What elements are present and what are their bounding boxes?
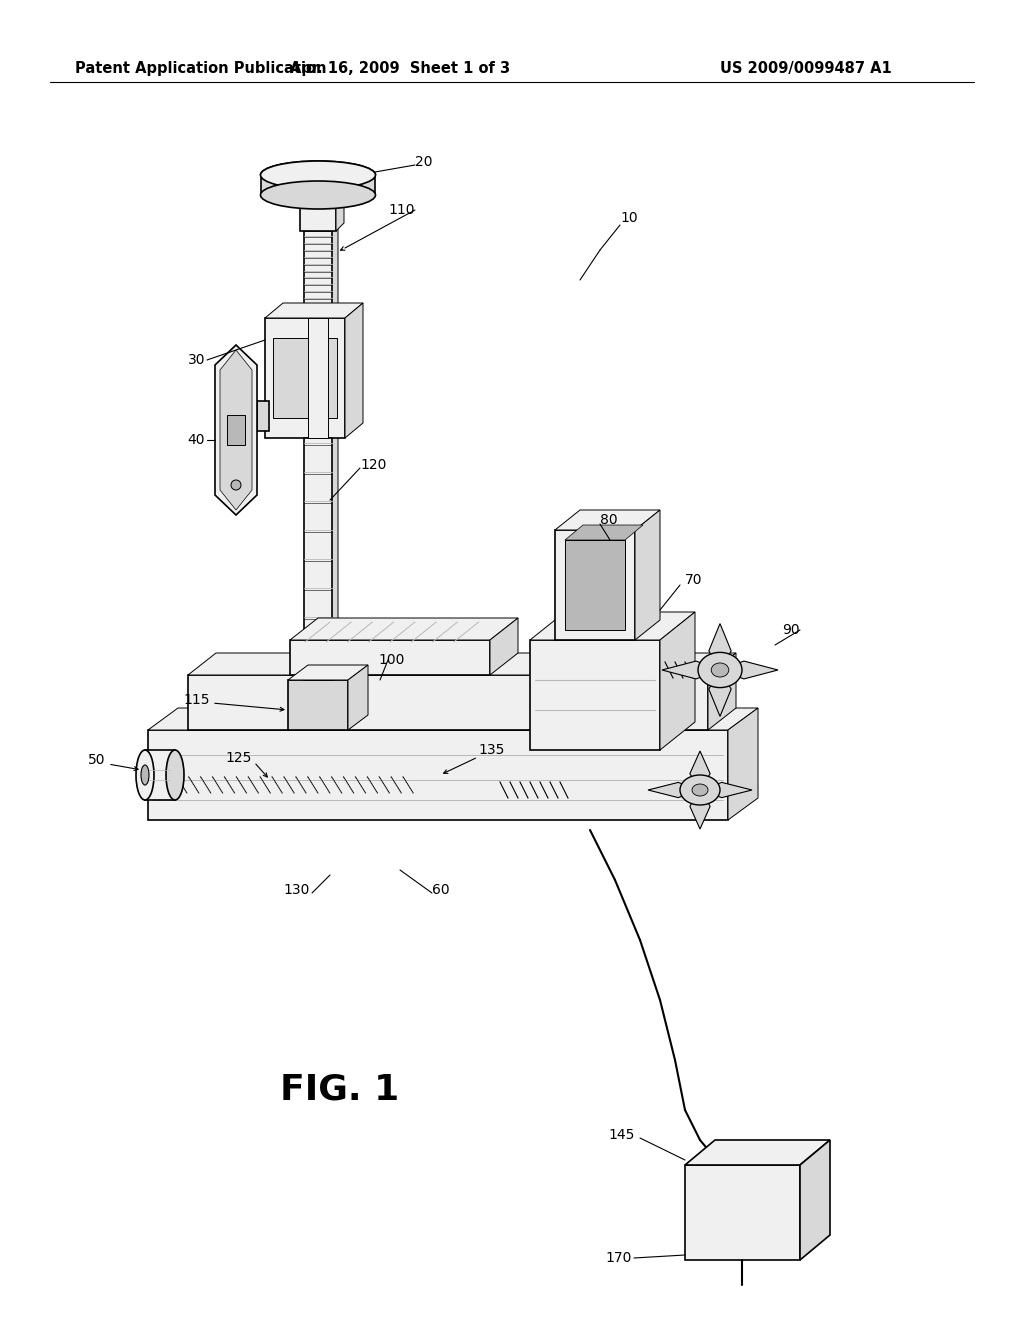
Text: 60: 60 [432, 883, 450, 898]
Text: Patent Application Publication: Patent Application Publication [75, 61, 327, 75]
Polygon shape [635, 510, 660, 640]
Bar [308, 318, 328, 438]
Polygon shape [336, 195, 344, 231]
Text: 110: 110 [388, 203, 415, 216]
Polygon shape [215, 345, 257, 515]
Bar [288, 680, 348, 730]
Polygon shape [662, 661, 720, 678]
Bar [565, 540, 625, 630]
Ellipse shape [698, 652, 742, 688]
Polygon shape [728, 708, 758, 820]
Polygon shape [648, 783, 700, 797]
Ellipse shape [260, 181, 376, 209]
Polygon shape [290, 618, 518, 640]
Text: 130: 130 [284, 883, 310, 898]
Bar [304, 231, 332, 310]
Bar [265, 318, 345, 438]
Text: 120: 120 [360, 458, 386, 473]
Ellipse shape [141, 766, 150, 785]
Polygon shape [348, 665, 368, 730]
Bar [257, 401, 269, 432]
Ellipse shape [692, 784, 708, 796]
Bar [148, 730, 728, 820]
Text: 20: 20 [415, 154, 432, 169]
Text: 30: 30 [187, 352, 205, 367]
Polygon shape [288, 665, 368, 680]
Bar [227, 414, 245, 445]
Text: FIG. 1: FIG. 1 [281, 1073, 399, 1107]
Polygon shape [188, 653, 736, 675]
Text: 70: 70 [685, 573, 702, 587]
Bar [530, 640, 660, 750]
Polygon shape [800, 1140, 830, 1261]
Polygon shape [555, 510, 660, 531]
Polygon shape [720, 661, 778, 678]
Bar [145, 750, 175, 800]
Polygon shape [660, 612, 695, 750]
Ellipse shape [712, 663, 729, 677]
Polygon shape [565, 525, 643, 540]
Polygon shape [690, 751, 710, 789]
Ellipse shape [231, 480, 241, 490]
Text: 80: 80 [600, 513, 617, 527]
Polygon shape [148, 708, 758, 730]
Text: 170: 170 [605, 1251, 632, 1265]
Bar [555, 531, 635, 640]
Text: US 2009/0099487 A1: US 2009/0099487 A1 [720, 61, 892, 75]
Polygon shape [490, 618, 518, 675]
Text: 50: 50 [87, 752, 105, 767]
Polygon shape [690, 789, 710, 829]
Bar [308, 231, 328, 680]
Polygon shape [709, 671, 731, 717]
Polygon shape [300, 195, 344, 203]
Polygon shape [220, 350, 252, 510]
Text: 115: 115 [183, 693, 210, 708]
Polygon shape [328, 223, 338, 680]
Text: 135: 135 [478, 743, 505, 756]
Polygon shape [345, 304, 362, 438]
Polygon shape [261, 176, 375, 195]
Polygon shape [708, 653, 736, 730]
Polygon shape [308, 223, 338, 231]
Bar [304, 438, 332, 680]
Text: 40: 40 [187, 433, 205, 447]
Text: 100: 100 [378, 653, 404, 667]
Ellipse shape [680, 775, 720, 805]
Text: 145: 145 [608, 1129, 635, 1142]
Bar [300, 203, 336, 231]
Bar [188, 675, 708, 730]
Bar [290, 640, 490, 675]
Ellipse shape [166, 750, 184, 800]
Polygon shape [709, 623, 731, 671]
Text: 125: 125 [225, 751, 252, 766]
Text: Apr. 16, 2009  Sheet 1 of 3: Apr. 16, 2009 Sheet 1 of 3 [290, 61, 510, 75]
Polygon shape [700, 783, 752, 797]
Bar [273, 338, 337, 418]
Polygon shape [685, 1140, 830, 1166]
Text: 10: 10 [620, 211, 638, 224]
Text: 90: 90 [782, 623, 800, 638]
Ellipse shape [136, 750, 154, 800]
Bar [685, 1166, 800, 1261]
Polygon shape [265, 304, 362, 318]
Polygon shape [530, 612, 695, 640]
Ellipse shape [260, 161, 376, 189]
